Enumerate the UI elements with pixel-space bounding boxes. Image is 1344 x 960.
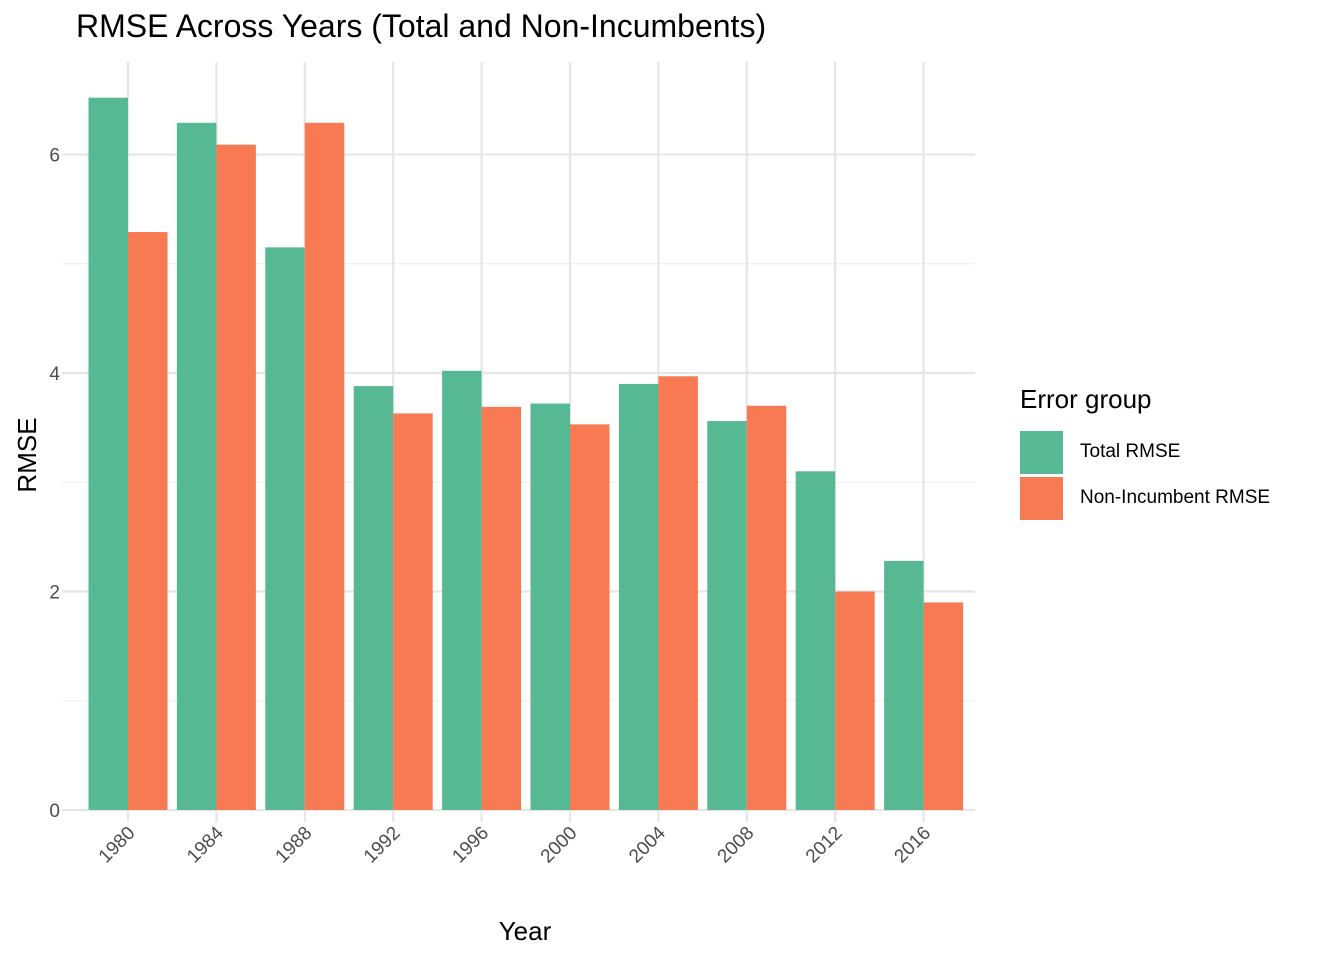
x-tick-label: 2008 [714, 823, 759, 868]
legend-item-total: Total RMSE [1020, 429, 1270, 475]
bar-non-incumbent-1980 [128, 232, 168, 810]
bar-non-incumbent-1996 [481, 406, 522, 810]
chart-title: RMSE Across Years (Total and Non-Incumbe… [76, 8, 767, 44]
x-tick-label: 2012 [802, 823, 847, 868]
bar-non-incumbent-1988 [304, 122, 345, 810]
y-tick-label: 4 [49, 364, 60, 385]
legend-title: Error group [1020, 384, 1152, 414]
bar-non-incumbent-2004 [658, 376, 698, 810]
x-tick-label: 1988 [272, 823, 317, 868]
bar-non-incumbent-2000 [570, 424, 610, 810]
y-axis-ticks: 0 2 4 6 [49, 146, 60, 823]
bar-total-2008 [707, 421, 747, 810]
x-tick-label: 2004 [625, 822, 670, 867]
x-tick-label: 1980 [95, 823, 140, 868]
bar-total-1996 [442, 370, 482, 810]
bar-total-2004 [618, 383, 659, 810]
y-tick-label: 6 [49, 146, 60, 167]
bar-non-incumbent-2012 [835, 591, 875, 810]
x-axis-title: Year [499, 916, 552, 946]
x-tick-label: 2000 [537, 823, 582, 868]
legend-label-non-incumbent: Non-Incumbent RMSE [1080, 487, 1271, 508]
bar-non-incumbent-2008 [746, 405, 787, 810]
bar-total-2000 [530, 403, 570, 810]
legend-swatch-non-incumbent [1020, 476, 1063, 520]
bar-total-1992 [353, 386, 394, 810]
x-tick-label: 1996 [448, 823, 493, 868]
legend: Error group Total RMSE Non-Incumbent RMS… [1020, 384, 1270, 521]
bar-total-1988 [265, 247, 305, 811]
bar-total-2016 [884, 560, 924, 810]
y-tick-label: 2 [49, 583, 60, 604]
legend-label-total: Total RMSE [1080, 441, 1181, 462]
bar-non-incumbent-1984 [216, 144, 256, 811]
bars [88, 97, 964, 811]
x-tick-label: 1984 [183, 822, 228, 867]
bar-total-2012 [795, 471, 836, 810]
x-tick-label: 1992 [360, 823, 405, 868]
bar-non-incumbent-1992 [393, 413, 433, 810]
x-tick-label: 2016 [890, 823, 935, 868]
legend-item-non-incumbent: Non-Incumbent RMSE [1020, 475, 1270, 521]
y-tick-label: 0 [49, 801, 60, 822]
bar-total-1980 [88, 97, 128, 810]
bar-total-1984 [176, 122, 217, 810]
y-axis-title: RMSE [12, 417, 42, 492]
bar-non-incumbent-2016 [923, 602, 964, 810]
legend-swatch-total [1020, 430, 1063, 474]
x-axis-ticks: 1980 1984 1988 1992 1996 2000 2004 2008 2012 2016 [95, 822, 935, 867]
